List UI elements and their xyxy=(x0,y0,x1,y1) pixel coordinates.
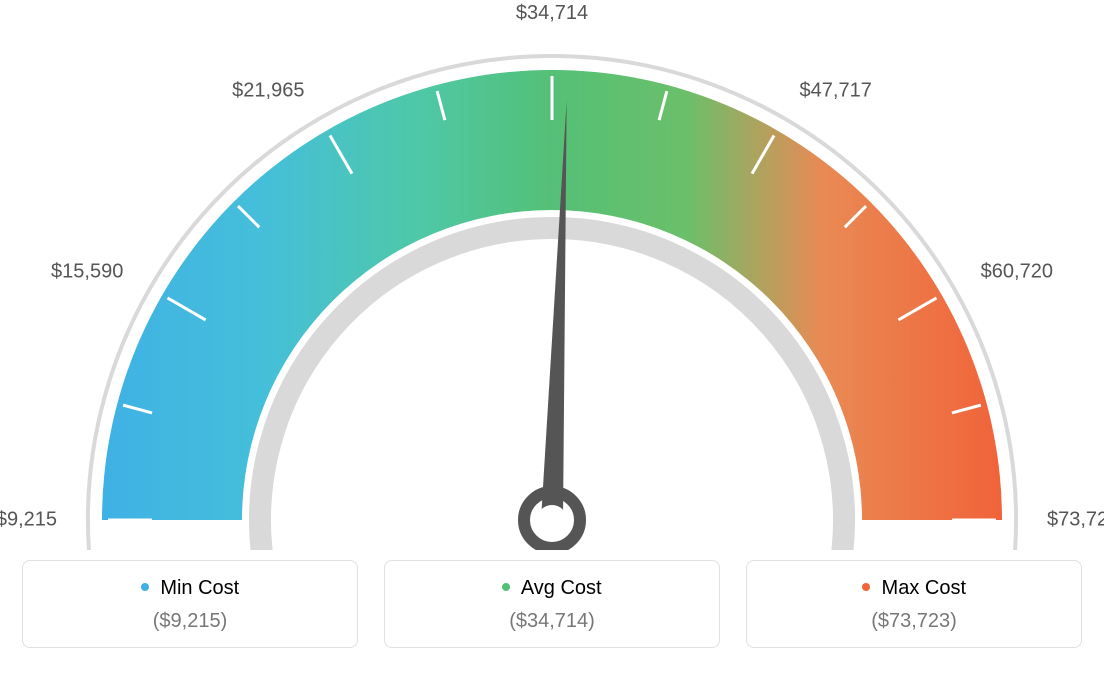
gauge-svg xyxy=(22,20,1082,550)
legend-dot-icon xyxy=(862,583,870,591)
legend-title: Max Cost xyxy=(759,577,1069,600)
legend-value: ($9,215) xyxy=(35,610,345,633)
legend-title-text: Min Cost xyxy=(160,577,239,599)
legend-row: Min Cost ($9,215) Avg Cost ($34,714) Max… xyxy=(22,560,1082,648)
gauge-tick-label: $47,717 xyxy=(800,80,872,103)
gauge-tick-label: $73,723 xyxy=(1047,509,1104,532)
gauge-tick-label: $15,590 xyxy=(51,261,123,284)
gauge-chart: $9,215$15,590$21,965$34,714$47,717$60,72… xyxy=(22,20,1082,550)
legend-title: Min Cost xyxy=(35,577,345,600)
legend-title-text: Max Cost xyxy=(882,577,966,599)
legend-dot-icon xyxy=(502,583,510,591)
legend-title-text: Avg Cost xyxy=(521,577,602,599)
legend-card-max: Max Cost ($73,723) xyxy=(746,560,1082,648)
legend-title: Avg Cost xyxy=(397,577,707,600)
gauge-tick-label: $21,965 xyxy=(232,80,304,103)
gauge-tick-label: $60,720 xyxy=(981,261,1053,284)
gauge-tick-label: $9,215 xyxy=(0,509,57,532)
legend-card-min: Min Cost ($9,215) xyxy=(22,560,358,648)
legend-value: ($34,714) xyxy=(397,610,707,633)
legend-card-avg: Avg Cost ($34,714) xyxy=(384,560,720,648)
legend-dot-icon xyxy=(141,583,149,591)
legend-value: ($73,723) xyxy=(759,610,1069,633)
gauge-tick-label: $34,714 xyxy=(516,2,588,25)
